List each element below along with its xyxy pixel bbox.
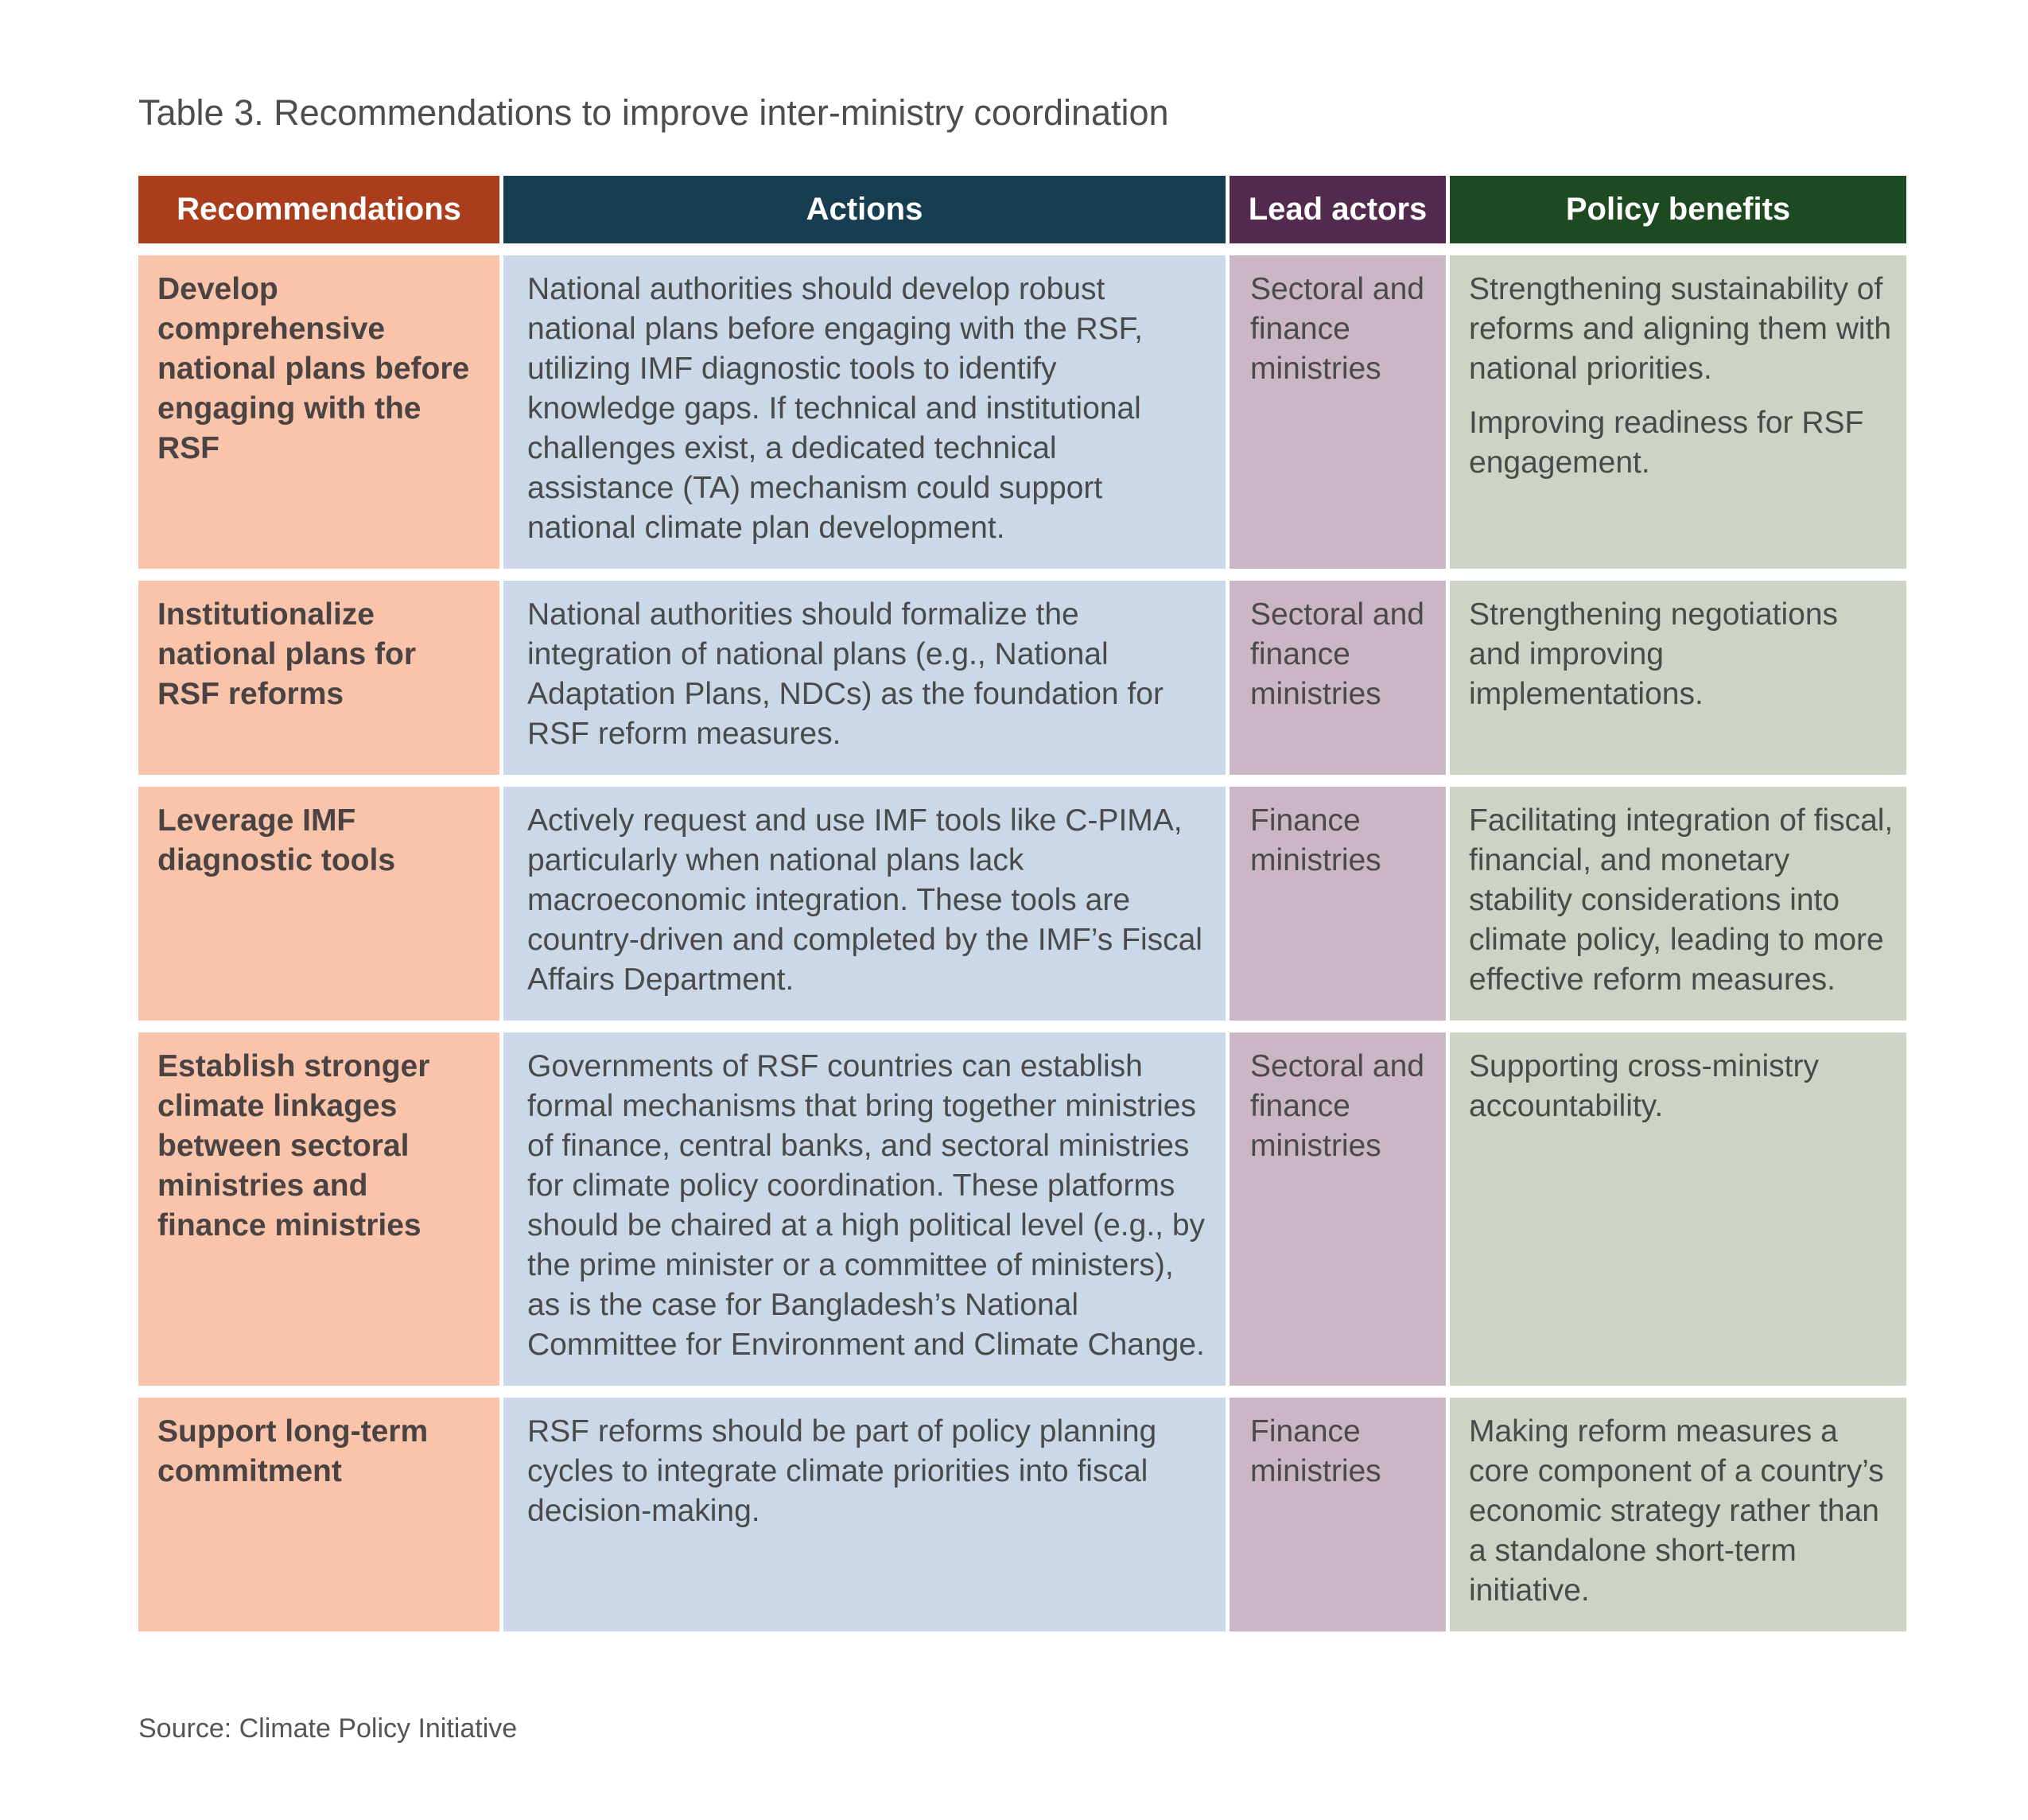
lead-actor-cell: Finance ministries xyxy=(1230,787,1446,1021)
benefit-text: Improving readiness for RSF engagement. xyxy=(1469,406,1864,480)
table-row: Establish stronger climate linkages betw… xyxy=(138,1032,1906,1386)
spacer-cell xyxy=(503,1021,1226,1032)
spacer-cell xyxy=(138,1386,499,1398)
benefit-text: Strengthening negotiations and improving… xyxy=(1469,597,1839,711)
header-lead-actors: Lead actors xyxy=(1230,176,1446,243)
recommendation-cell: Support long-term commitment xyxy=(138,1398,499,1631)
lead-actor-cell: Sectoral and finance ministries xyxy=(1230,581,1446,775)
policy-benefits-cell: Facilitating integration of fiscal, fina… xyxy=(1450,787,1906,1021)
action-cell: Actively request and use IMF tools like … xyxy=(503,787,1226,1021)
action-cell: Governments of RSF countries can establi… xyxy=(503,1032,1226,1386)
spacer-cell xyxy=(1230,1386,1446,1398)
table-row: Institutionalize national plans for RSF … xyxy=(138,581,1906,775)
spacer-cell xyxy=(138,569,499,581)
spacer-cell xyxy=(138,1021,499,1032)
recommendation-cell: Develop comprehensive national plans bef… xyxy=(138,255,499,569)
action-cell: National authorities should develop robu… xyxy=(503,255,1226,569)
table-row: Leverage IMF diagnostic tools Actively re… xyxy=(138,787,1906,1021)
spacer-cell xyxy=(503,243,1226,255)
recommendation-cell: Establish stronger climate linkages betw… xyxy=(138,1032,499,1386)
lead-actor-cell: Finance ministries xyxy=(1230,1398,1446,1631)
spacer-cell xyxy=(1450,569,1906,581)
benefit-text: Facilitating integration of fiscal, fina… xyxy=(1469,803,1894,997)
spacer-cell xyxy=(1450,1386,1906,1398)
row-spacer xyxy=(138,1386,1906,1398)
header-row: Recommendations Actions Lead actors Poli… xyxy=(138,176,1906,243)
row-spacer xyxy=(138,243,1906,255)
spacer-cell xyxy=(503,775,1226,787)
policy-benefits-cell: Making reform measures a core component … xyxy=(1450,1398,1906,1631)
row-spacer xyxy=(138,569,1906,581)
spacer-cell xyxy=(1230,569,1446,581)
spacer-cell xyxy=(1450,1021,1906,1032)
recommendation-cell: Leverage IMF diagnostic tools xyxy=(138,787,499,1021)
row-spacer xyxy=(138,1021,1906,1032)
spacer-cell xyxy=(503,569,1226,581)
table-title: Table 3. Recommendations to improve inte… xyxy=(138,92,1169,133)
benefit-text: Supporting cross-ministry accountability… xyxy=(1469,1049,1819,1123)
recommendation-cell: Institutionalize national plans for RSF … xyxy=(138,581,499,775)
benefit-text: Making reform measures a core component … xyxy=(1469,1414,1884,1608)
row-spacer xyxy=(138,775,1906,787)
spacer-cell xyxy=(1450,775,1906,787)
source-note: Source: Climate Policy Initiative xyxy=(138,1713,518,1744)
spacer-cell xyxy=(138,775,499,787)
spacer-cell xyxy=(138,243,499,255)
policy-benefits-cell: Supporting cross-ministry accountability… xyxy=(1450,1032,1906,1386)
action-cell: National authorities should formalize th… xyxy=(503,581,1226,775)
benefit-text: Strengthening sustainability of reforms … xyxy=(1469,272,1892,386)
spacer-cell xyxy=(503,1386,1226,1398)
table-body: Develop comprehensive national plans bef… xyxy=(138,243,1906,1631)
policy-benefits-cell: Strengthening negotiations and improving… xyxy=(1450,581,1906,775)
spacer-cell xyxy=(1230,1021,1446,1032)
table-row: Support long-term commitment RSF reforms … xyxy=(138,1398,1906,1631)
spacer-cell xyxy=(1230,243,1446,255)
header-policy-benefits: Policy benefits xyxy=(1450,176,1906,243)
spacer-cell xyxy=(1450,243,1906,255)
header-actions: Actions xyxy=(503,176,1226,243)
action-cell: RSF reforms should be part of policy pla… xyxy=(503,1398,1226,1631)
spacer-cell xyxy=(1230,775,1446,787)
lead-actor-cell: Sectoral and finance ministries xyxy=(1230,1032,1446,1386)
lead-actor-cell: Sectoral and finance ministries xyxy=(1230,255,1446,569)
header-recommendations: Recommendations xyxy=(138,176,499,243)
table-row: Develop comprehensive national plans bef… xyxy=(138,255,1906,569)
policy-benefits-cell: Strengthening sustainability of reforms … xyxy=(1450,255,1906,569)
recommendations-table: Recommendations Actions Lead actors Poli… xyxy=(134,176,1910,1631)
